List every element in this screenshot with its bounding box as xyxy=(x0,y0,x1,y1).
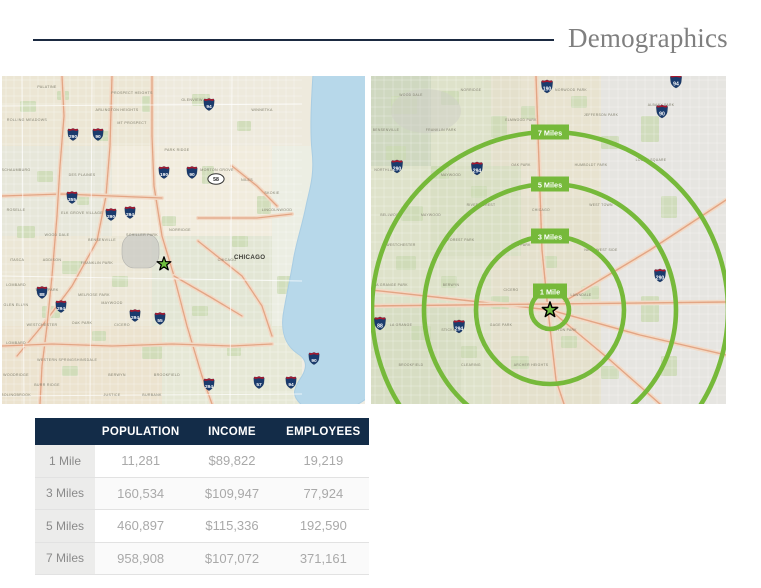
svg-text:355: 355 xyxy=(68,197,76,203)
svg-text:ITASCA: ITASCA xyxy=(10,258,25,262)
svg-text:LOMBARD: LOMBARD xyxy=(6,283,26,287)
svg-text:5 Miles: 5 Miles xyxy=(538,180,562,189)
svg-text:CHICAGO: CHICAGO xyxy=(234,254,265,261)
svg-text:ARLINGTON HEIGHTS: ARLINGTON HEIGHTS xyxy=(96,108,139,112)
svg-text:LA GRANGE PARK: LA GRANGE PARK xyxy=(374,283,408,287)
svg-text:90: 90 xyxy=(189,172,195,178)
svg-text:WOOD DALE: WOOD DALE xyxy=(45,233,70,237)
svg-text:94: 94 xyxy=(673,81,679,87)
svg-text:BENSENVILLE: BENSENVILLE xyxy=(373,128,400,132)
svg-text:WOOD DALE: WOOD DALE xyxy=(399,93,423,97)
svg-text:94: 94 xyxy=(206,104,212,110)
svg-text:MELROSE PARK: MELROSE PARK xyxy=(78,293,110,297)
svg-text:294: 294 xyxy=(131,315,139,321)
svg-text:90: 90 xyxy=(311,358,317,364)
svg-text:ROLLING MEADOWS: ROLLING MEADOWS xyxy=(7,118,48,122)
svg-text:JUSTICE: JUSTICE xyxy=(103,393,120,397)
svg-text:LOMBARD: LOMBARD xyxy=(6,341,26,345)
svg-text:294: 294 xyxy=(473,168,482,174)
svg-text:LA GRANGE: LA GRANGE xyxy=(390,323,413,327)
svg-text:BERWYN: BERWYN xyxy=(108,373,126,377)
svg-text:294: 294 xyxy=(205,384,213,390)
svg-text:90: 90 xyxy=(95,134,101,140)
svg-text:SKOKIE: SKOKIE xyxy=(264,191,279,195)
svg-text:PARK RIDGE: PARK RIDGE xyxy=(165,148,190,152)
svg-text:FRANKLIN PARK: FRANKLIN PARK xyxy=(81,261,113,265)
svg-text:SCHAUMBURG: SCHAUMBURG xyxy=(2,168,30,172)
svg-text:MAYWOOD: MAYWOOD xyxy=(441,173,461,177)
svg-text:NORRIDGE: NORRIDGE xyxy=(461,88,482,92)
svg-text:94: 94 xyxy=(288,382,294,388)
svg-text:BURBANK: BURBANK xyxy=(142,393,162,397)
svg-text:ADDISON: ADDISON xyxy=(43,258,62,262)
svg-text:LAWNDALE: LAWNDALE xyxy=(571,293,592,297)
svg-text:290: 290 xyxy=(107,214,115,220)
svg-text:88: 88 xyxy=(377,323,383,329)
svg-text:CLEARING: CLEARING xyxy=(461,363,481,367)
svg-text:NILES: NILES xyxy=(241,178,253,182)
svg-text:FOREST PARK: FOREST PARK xyxy=(448,238,475,242)
svg-text:3 Miles: 3 Miles xyxy=(538,232,562,241)
svg-text:ELMWOOD PARK: ELMWOOD PARK xyxy=(505,118,537,122)
svg-text:WOODRIDGE: WOODRIDGE xyxy=(3,373,29,377)
svg-text:ELK GROVE VILLAGE: ELK GROVE VILLAGE xyxy=(61,211,103,215)
svg-text:ROSELLE: ROSELLE xyxy=(7,208,26,212)
svg-text:WESTCHESTER: WESTCHESTER xyxy=(386,243,416,247)
svg-text:MT PROSPECT: MT PROSPECT xyxy=(117,121,147,125)
svg-text:294: 294 xyxy=(126,212,134,218)
svg-text:GLEN ELLYN: GLEN ELLYN xyxy=(4,303,29,307)
svg-text:ARCHER HEIGHTS: ARCHER HEIGHTS xyxy=(514,363,549,367)
svg-text:290: 290 xyxy=(69,134,77,140)
svg-text:WESTERN SPRINGS: WESTERN SPRINGS xyxy=(37,358,77,362)
svg-text:MORTON GROVE: MORTON GROVE xyxy=(200,168,234,172)
svg-text:CHICAGO: CHICAGO xyxy=(532,208,550,212)
svg-text:BROOKFIELD: BROOKFIELD xyxy=(399,363,424,367)
svg-text:190: 190 xyxy=(160,172,168,178)
svg-text:PALATINE: PALATINE xyxy=(37,85,57,89)
svg-text:190: 190 xyxy=(543,86,552,92)
svg-text:7 Miles: 7 Miles xyxy=(538,128,562,137)
svg-text:FRANKLIN PARK: FRANKLIN PARK xyxy=(426,128,457,132)
svg-text:MAYWOOD: MAYWOOD xyxy=(421,213,441,217)
svg-text:NORRIDGE: NORRIDGE xyxy=(169,228,191,232)
svg-text:58: 58 xyxy=(213,177,219,183)
svg-text:PROSPECT HEIGHTS: PROSPECT HEIGHTS xyxy=(111,91,153,95)
svg-text:NORWOOD PARK: NORWOOD PARK xyxy=(555,88,587,92)
svg-text:BERWYN: BERWYN xyxy=(443,283,460,287)
svg-text:DES PLAINES: DES PLAINES xyxy=(69,173,96,177)
svg-text:BURR RIDGE: BURR RIDGE xyxy=(34,383,60,387)
svg-text:CICERO: CICERO xyxy=(114,323,130,327)
svg-text:GLENVIEW: GLENVIEW xyxy=(181,98,203,102)
svg-text:90: 90 xyxy=(659,111,665,117)
svg-text:1 Mile: 1 Mile xyxy=(540,287,560,296)
svg-text:CICERO: CICERO xyxy=(504,288,519,292)
svg-text:WESTCHESTER: WESTCHESTER xyxy=(27,323,58,327)
svg-text:WINNETKA: WINNETKA xyxy=(251,108,273,112)
svg-text:HINSDALE: HINSDALE xyxy=(77,358,98,362)
svg-text:JEFFERSON PARK: JEFFERSON PARK xyxy=(584,113,619,117)
svg-text:LINCOLNWOOD: LINCOLNWOOD xyxy=(262,208,293,212)
svg-text:BOLINGBROOK: BOLINGBROOK xyxy=(2,393,31,397)
svg-text:88: 88 xyxy=(39,292,45,298)
svg-text:BROOKFIELD: BROOKFIELD xyxy=(154,373,180,377)
svg-text:290: 290 xyxy=(393,166,402,172)
svg-text:57: 57 xyxy=(256,382,262,388)
svg-text:OAK PARK: OAK PARK xyxy=(72,321,93,325)
svg-text:SCHILLER PARK: SCHILLER PARK xyxy=(126,233,158,237)
svg-text:HUMBOLDT PARK: HUMBOLDT PARK xyxy=(575,163,608,167)
svg-text:BENSENVILLE: BENSENVILLE xyxy=(88,238,116,242)
svg-text:294: 294 xyxy=(455,326,464,332)
svg-text:GAGE PARK: GAGE PARK xyxy=(490,323,513,327)
svg-text:WEST TOWN: WEST TOWN xyxy=(589,203,613,207)
svg-text:290: 290 xyxy=(656,275,665,281)
svg-text:294: 294 xyxy=(57,306,65,312)
svg-text:55: 55 xyxy=(157,318,163,324)
svg-text:OAK PARK: OAK PARK xyxy=(511,163,531,167)
svg-text:MAYWOOD: MAYWOOD xyxy=(101,301,122,305)
